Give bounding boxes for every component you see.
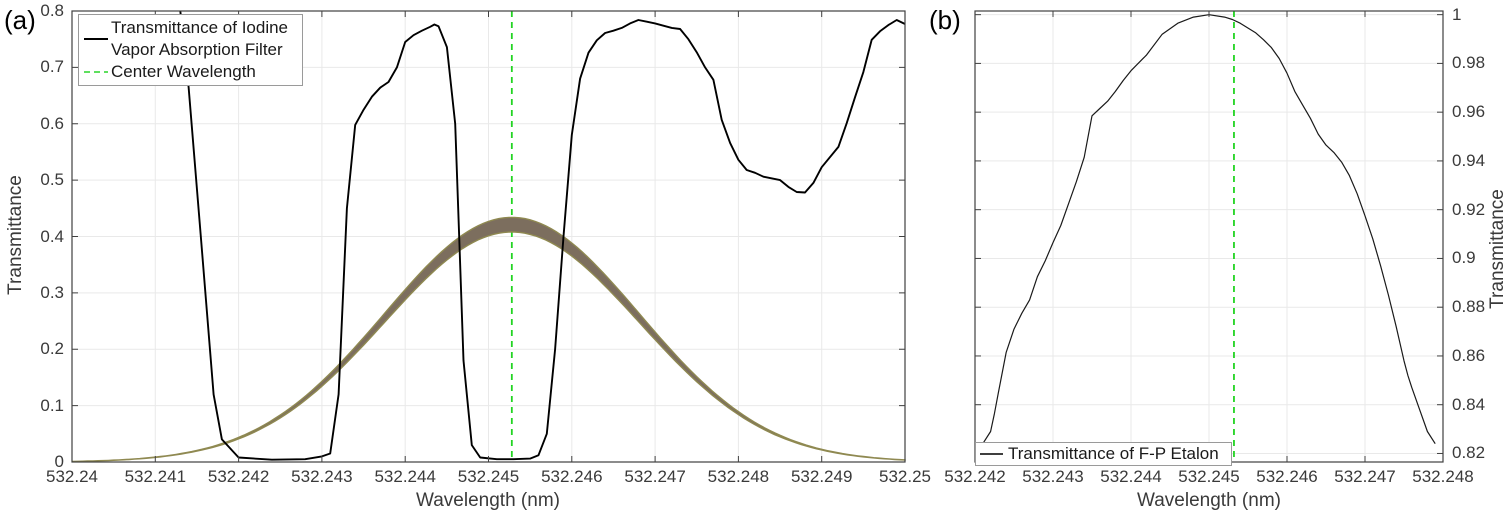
- y-tick-label: 0.9: [1452, 248, 1476, 268]
- legend-a: Transmittance of Iodine Vapor Absorption…: [78, 14, 303, 86]
- gray-line-sample: [980, 453, 1003, 455]
- y-tick-label: 0.92: [1452, 199, 1486, 219]
- x-axis-label-a: Wavelength (nm): [416, 490, 560, 511]
- x-tick-label: 532.243: [291, 467, 353, 486]
- y-tick-label: 0.2: [40, 339, 64, 359]
- legend-entry-iodine-text: Transmittance of Iodine Vapor Absorption…: [111, 17, 288, 61]
- x-tick-label: 532.244: [1100, 467, 1162, 486]
- x-tick-label: 532.243: [1022, 467, 1084, 486]
- iodine-filter-curve: [179, 10, 906, 461]
- legend-label-iodine-line1: Transmittance of Iodine: [111, 18, 289, 37]
- legend-entry-iodine-filter: Transmittance of Iodine Vapor Absorption…: [81, 17, 300, 61]
- y-tick-label: 0.98: [1452, 53, 1486, 73]
- legend-label-iodine-line2: Vapor Absorption Filter: [111, 40, 283, 59]
- legend-entry-center-wavelength: Center Wavelength: [81, 61, 300, 83]
- x-tick-label: 532.247: [624, 467, 686, 486]
- y-tick-label: 0.3: [40, 282, 64, 302]
- x-tick-label: 532.241: [124, 467, 187, 486]
- y-tick-label: 1: [1452, 4, 1462, 24]
- y-tick-label: 0.84: [1452, 394, 1486, 414]
- legend-entry-center-text: Center Wavelength: [111, 61, 256, 83]
- x-tick-label: 532.245: [1178, 467, 1240, 486]
- panel-a-tag: (a): [4, 5, 36, 35]
- y-tick-label: 0.6: [40, 113, 64, 133]
- y-tick-label: 0.7: [40, 57, 64, 77]
- y-tick-label: 0.94: [1452, 150, 1486, 170]
- x-tick-label: 532.242: [944, 467, 1006, 486]
- x-tick-label: 532.246: [541, 467, 603, 486]
- x-tick-label: 532.24: [46, 467, 98, 486]
- black-line-sample: [84, 38, 108, 40]
- y-tick-label: 0.86: [1452, 345, 1486, 365]
- y-tick-label: 0.5: [40, 170, 64, 190]
- x-tick-label: 532.246: [1256, 467, 1318, 486]
- y-tick-label: 0: [54, 452, 64, 471]
- etalon-curve: [982, 14, 1436, 445]
- x-axis-label-b: Wavelength (nm): [1137, 490, 1281, 511]
- x-tick-label: 532.249: [790, 467, 853, 486]
- y-tick-label: 0.82: [1452, 443, 1486, 463]
- legend-b: Transmittance of F-P Etalon: [975, 442, 1232, 466]
- x-tick-label: 532.245: [457, 467, 520, 486]
- x-tick-label: 532.247: [1334, 467, 1396, 486]
- x-tick-label: 532.248: [1412, 467, 1474, 486]
- legend-label-center-wavelength: Center Wavelength: [111, 62, 256, 81]
- x-tick-label: 532.244: [374, 467, 436, 486]
- y-tick-label: 0.88: [1452, 297, 1486, 317]
- legend-label-etalon: Transmittance of F-P Etalon: [1008, 444, 1219, 463]
- y-tick-label: 0.4: [40, 226, 64, 246]
- y-tick-label: 0.1: [40, 395, 64, 415]
- x-tick-label: 532.242: [207, 467, 270, 486]
- x-tick-label: 532.248: [707, 467, 770, 486]
- y-tick-label: 0.8: [40, 1, 64, 20]
- green-dashed-line-sample: [84, 71, 108, 73]
- y-tick-label: 0.96: [1452, 102, 1486, 122]
- legend-entry-etalon-text: Transmittance of F-P Etalon: [1008, 443, 1219, 465]
- x-tick-label: 532.25: [879, 467, 931, 486]
- panel-b-tag: (b): [929, 5, 961, 35]
